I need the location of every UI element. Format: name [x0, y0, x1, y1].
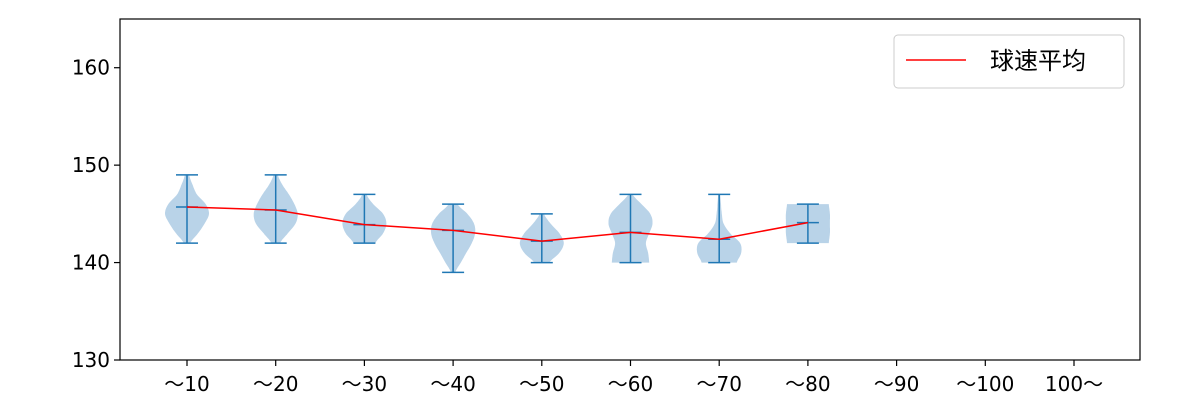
x-tick-label: ～10	[164, 372, 209, 396]
x-tick-label: 100～	[1045, 372, 1103, 396]
x-axis: ～10 ～20 ～30 ～40 ～50 ～60 ～70 ～80 ～90 ～100 100～	[164, 360, 1103, 396]
legend: 球速平均	[893, 34, 1125, 89]
mean-speed-line	[186, 206, 809, 242]
x-tick-label: ～50	[519, 372, 564, 396]
x-tick-label: ～70	[696, 372, 741, 396]
x-tick-label: ～90	[874, 372, 919, 396]
y-tick-label: 150	[72, 153, 110, 177]
y-tick-label: 130	[72, 348, 110, 372]
y-tick-label: 140	[72, 251, 110, 275]
violin-layer	[165, 174, 830, 273]
x-tick-label: ～30	[342, 372, 387, 396]
x-tick-label: ～40	[430, 372, 475, 396]
mean-line-layer	[186, 206, 809, 242]
legend-label: 球速平均	[990, 47, 1086, 75]
legend-box	[893, 34, 1125, 89]
y-tick-label: 160	[72, 56, 110, 80]
x-tick-label: ～80	[785, 372, 830, 396]
x-tick-label: ～60	[608, 372, 653, 396]
y-axis: 130 140 150 160	[72, 56, 120, 372]
x-tick-label: ～100	[956, 372, 1014, 396]
x-tick-label: ～20	[253, 372, 298, 396]
